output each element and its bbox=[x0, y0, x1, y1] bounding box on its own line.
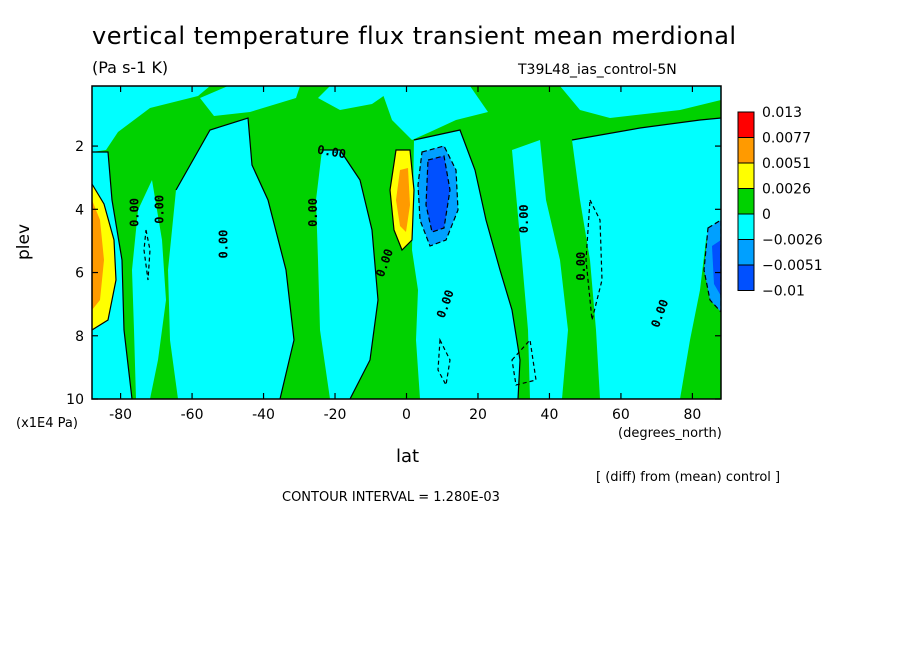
fill-neg-2 bbox=[132, 180, 166, 399]
neg-contour-east bbox=[703, 219, 721, 313]
colorbar-label: −0.0026 bbox=[762, 233, 823, 249]
y-tick-label: 10 bbox=[66, 392, 84, 408]
fill-neg-top2 bbox=[318, 86, 398, 110]
fill-neg-top bbox=[200, 86, 300, 116]
colorbar-swatch bbox=[737, 162, 755, 189]
colorbar-label: −0.01 bbox=[762, 284, 805, 300]
x-tick-label: -40 bbox=[252, 407, 275, 423]
colorbar-swatch bbox=[737, 264, 755, 291]
colorbar-label: 0.0051 bbox=[762, 156, 811, 172]
x-tick-label: 60 bbox=[612, 407, 630, 423]
colorbar-label: 0.0077 bbox=[762, 131, 811, 147]
x-axis-unit: (degrees_north) bbox=[618, 426, 722, 441]
fill-neg-4 bbox=[316, 150, 378, 399]
neg-contour-core-inner bbox=[425, 155, 451, 233]
x-tick-label: 0 bbox=[402, 407, 411, 423]
zero-contour-4 bbox=[413, 129, 521, 399]
contour-fills bbox=[92, 86, 721, 399]
y-tick-label: 6 bbox=[75, 266, 84, 282]
fill-neg-top3 bbox=[380, 86, 488, 140]
zero-contour-2 bbox=[175, 117, 295, 399]
y-axis-unit: (x1E4 Pa) bbox=[16, 416, 78, 431]
fill-pos-west-core bbox=[92, 200, 104, 310]
fill-neg-east-core bbox=[712, 240, 721, 296]
contour-label: 0.00 bbox=[127, 198, 141, 227]
chart-units: (Pa s-1 K) bbox=[92, 58, 169, 77]
fill-neg-7 bbox=[572, 118, 721, 399]
colorbar-label: 0.0026 bbox=[762, 182, 811, 198]
zero-contour-5 bbox=[571, 117, 721, 141]
fill-neg-nw bbox=[92, 86, 210, 152]
fill-neg-6 bbox=[512, 140, 568, 399]
colorbar-label: −0.0051 bbox=[762, 258, 823, 274]
colorbar-label: 0 bbox=[762, 207, 771, 223]
fill-neg-core-inner bbox=[426, 156, 450, 232]
y-axis-label: plev bbox=[14, 223, 34, 260]
x-tick-label: -20 bbox=[324, 407, 347, 423]
x-tick-label: 40 bbox=[541, 407, 559, 423]
contour-label: 0.00 bbox=[316, 142, 347, 161]
y-tick-label: 4 bbox=[75, 202, 84, 218]
contour-interval: CONTOUR INTERVAL = 1.280E-03 bbox=[282, 490, 500, 505]
neg-contour-small-2 bbox=[511, 338, 537, 386]
x-axis: -80 -60 -40 -20 0 20 40 60 80 bbox=[109, 86, 701, 423]
colorbar-label: 0.013 bbox=[762, 105, 802, 121]
neg-contour-small-4 bbox=[143, 229, 151, 281]
neg-contour-core bbox=[417, 145, 459, 247]
contour-label: 0.00 bbox=[574, 252, 588, 281]
x-tick-label: -80 bbox=[109, 407, 132, 423]
contour-lines bbox=[92, 117, 721, 399]
contour-label: 0.00 bbox=[217, 230, 231, 259]
colorbar-swatch bbox=[737, 188, 755, 215]
x-tick-label: 80 bbox=[683, 407, 701, 423]
neg-contour-small bbox=[437, 337, 451, 387]
fill-neg-top4 bbox=[560, 86, 721, 118]
colorbar-swatch bbox=[737, 111, 755, 138]
pos-contour-west bbox=[92, 183, 117, 331]
x-axis-label: lat bbox=[396, 446, 420, 467]
colorbar-swatch bbox=[737, 213, 755, 240]
y-tick-label: 8 bbox=[75, 329, 84, 345]
colorbar-swatch bbox=[737, 137, 755, 164]
zero-contour-3 bbox=[322, 149, 379, 399]
diff-note: [ (diff) from (mean) control ] bbox=[596, 470, 781, 485]
chart-title: vertical temperature flux transient mean… bbox=[92, 22, 737, 50]
contour-label: 0.00 bbox=[152, 195, 166, 224]
run-label: T39L48_ias_control-5N bbox=[518, 62, 677, 78]
contour-label: 0.00 bbox=[306, 198, 320, 227]
zero-contour-1 bbox=[92, 151, 133, 399]
colorbar-swatch bbox=[737, 239, 755, 266]
contour-label: 0.00 bbox=[517, 204, 531, 233]
x-tick-label: -60 bbox=[181, 407, 204, 423]
pos-contour-core bbox=[389, 149, 415, 252]
fill-pos-core-inner bbox=[396, 168, 410, 232]
y-tick-label: 2 bbox=[75, 139, 84, 155]
x-tick-label: 20 bbox=[469, 407, 487, 423]
colorbar: 0.013 0.0077 0.0051 0.0026 0 −0.0026 −0.0051 −0… bbox=[737, 105, 823, 300]
y-axis: 2 4 6 8 10 bbox=[66, 139, 721, 408]
